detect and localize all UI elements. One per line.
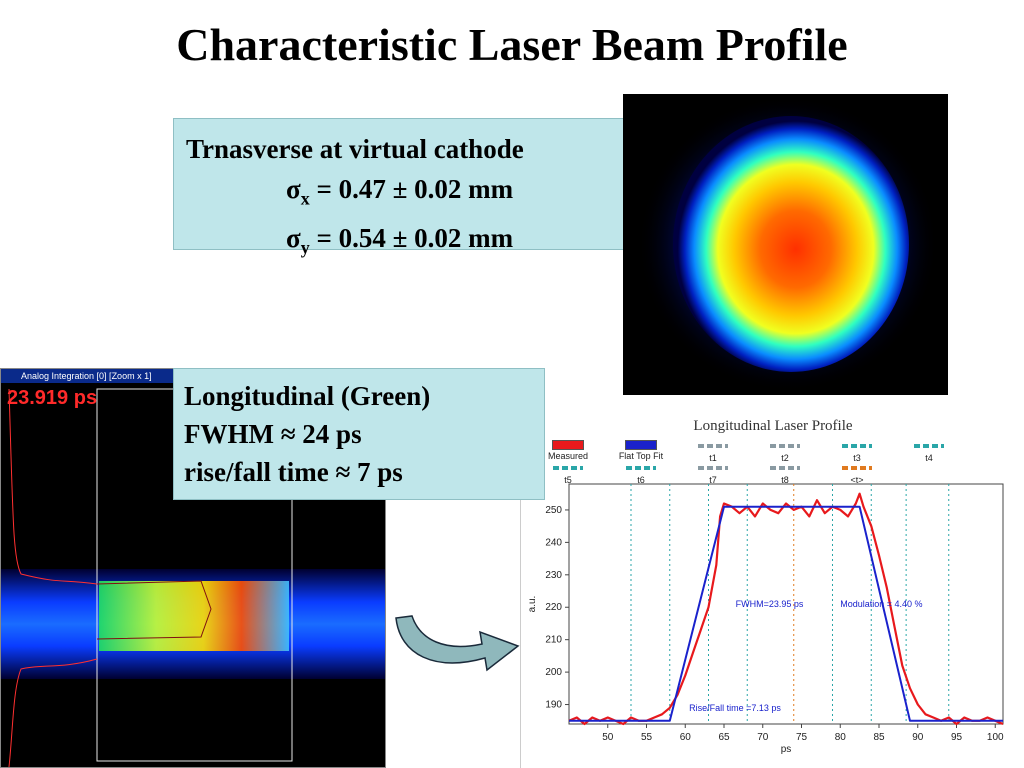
legend-label-4: t3 <box>853 453 861 463</box>
x-tick-label-60: 60 <box>680 732 692 743</box>
transverse-info-box: Trnasverse at virtual cathode σx = 0.47 … <box>173 118 625 258</box>
legend-swatch-5 <box>914 444 944 448</box>
y-tick-label-230: 230 <box>545 570 562 581</box>
x-tick-label-65: 65 <box>718 732 730 743</box>
legend-swatch-3 <box>770 444 800 448</box>
y-tick-label-210: 210 <box>545 635 562 646</box>
legend-label-1: Flat Top Fit <box>618 451 664 461</box>
legend-item-8: t7 <box>677 462 749 485</box>
legend-label-10: <t> <box>850 475 864 485</box>
streak-camera-panel: Analog Integration [0] [Zoom x 1] <box>0 368 386 768</box>
streak-time-readout: 23.919 ps <box>7 387 98 409</box>
legend-item-2: t1 <box>677 440 749 463</box>
vertical-profile-trace-top <box>8 388 98 585</box>
y-tick-label-200: 200 <box>545 667 562 678</box>
sigma-y-subscript: y <box>300 237 310 258</box>
longitudinal-line-1: Longitudinal (Green) <box>184 381 431 411</box>
legend-label-2: t1 <box>709 453 717 463</box>
x-tick-label-75: 75 <box>796 732 808 743</box>
sigma-x-symbol: σ <box>286 174 301 204</box>
beam-spot-svg <box>638 96 938 392</box>
x-axis-label: ps <box>781 744 792 755</box>
legend-item-6: t5 <box>532 462 604 485</box>
x-tick-label-95: 95 <box>951 732 963 743</box>
x-tick-label-55: 55 <box>641 732 653 743</box>
chart-annotation-0: FWHM=23.95 ps <box>736 599 804 609</box>
chart-annotation-2: Rise/Fall time =7.13 ps <box>689 703 781 713</box>
legend-swatch-6 <box>553 466 583 470</box>
legend-swatch-7 <box>626 466 656 470</box>
longitudinal-line-3: rise/fall time ≈ 7 ps <box>184 457 403 487</box>
legend-item-9: t8 <box>749 462 821 485</box>
sigma-y-line: σy = 0.54 ± 0.02 mm <box>186 218 612 267</box>
y-axis-label: a.u. <box>527 596 538 613</box>
legend-item-7: t6 <box>605 462 677 485</box>
legend-label-6: t5 <box>564 475 572 485</box>
y-tick-label-220: 220 <box>545 602 562 613</box>
legend-label-3: t2 <box>781 453 789 463</box>
sigma-y-value: = 0.54 ± 0.02 mm <box>309 223 514 254</box>
x-tick-label-50: 50 <box>602 732 614 743</box>
legend-label-7: t6 <box>637 475 645 485</box>
x-tick-label-85: 85 <box>873 732 885 743</box>
vertical-profile-trace-bottom <box>8 658 98 767</box>
y-tick-label-250: 250 <box>545 505 562 516</box>
longitudinal-info-box: Longitudinal (Green) FWHM ≈ 24 ps rise/f… <box>173 368 545 500</box>
legend-label-5: t4 <box>925 453 933 463</box>
curved-arrow-icon <box>395 615 520 672</box>
legend-swatch-9 <box>770 466 800 470</box>
legend-swatch-10 <box>842 466 872 470</box>
longitudinal-profile-trace <box>96 580 212 640</box>
beam-spot <box>673 116 909 372</box>
legend-item-10: <t> <box>821 462 893 485</box>
legend-item-4: t3 <box>821 440 893 463</box>
plot-area <box>568 483 1004 725</box>
curved-arrow <box>390 610 525 680</box>
chart-annotation-1: Modulation = 4.40 % <box>840 599 922 609</box>
sigma-y-symbol: σ <box>286 223 301 254</box>
x-tick-label-70: 70 <box>757 732 769 743</box>
legend-item-5: t4 <box>893 440 965 463</box>
legend-label-8: t7 <box>709 475 717 485</box>
profile-chart-svg: 50 55 60 65 70 75 80 85 90 95 100 190 200 210 220 230 24… <box>527 483 1004 755</box>
x-tick-label-80: 80 <box>835 732 847 743</box>
sigma-x-value: = 0.47 ± 0.02 mm <box>309 174 514 204</box>
slide-title: Characteristic Laser Beam Profile <box>176 19 848 70</box>
legend-swatch-4 <box>842 444 872 448</box>
series-line-flat-top-fit <box>569 505 1003 722</box>
legend-swatch-1 <box>625 440 657 450</box>
longitudinal-profile-chart-panel: Longitudinal Laser Profile Measured Flat … <box>520 418 1024 768</box>
transverse-beam-image <box>623 94 948 395</box>
legend-swatch-0 <box>552 440 584 450</box>
legend-label-0: Measured <box>547 451 589 461</box>
sigma-x-line: σx = 0.47 ± 0.02 mm <box>186 169 612 218</box>
x-tick-label-100: 100 <box>987 732 1004 743</box>
legend-item-1: Flat Top Fit <box>605 440 677 461</box>
y-tick-label-240: 240 <box>545 537 562 548</box>
legend-swatch-2 <box>698 444 728 448</box>
streak-image-svg <box>1 388 385 767</box>
streak-core <box>99 581 289 651</box>
y-tick-label-190: 190 <box>545 700 562 711</box>
legend-label-9: t8 <box>781 475 789 485</box>
chart-title: Longitudinal Laser Profile <box>693 418 853 434</box>
longitudinal-line-2: FWHM ≈ 24 ps <box>184 419 362 449</box>
x-tick-label-90: 90 <box>912 732 924 743</box>
legend-swatch-8 <box>698 466 728 470</box>
sigma-x-subscript: x <box>300 188 310 209</box>
legend-item-0: Measured <box>532 440 604 461</box>
transverse-heading: Trnasverse at virtual cathode <box>186 134 524 164</box>
legend-item-3: t2 <box>749 440 821 463</box>
